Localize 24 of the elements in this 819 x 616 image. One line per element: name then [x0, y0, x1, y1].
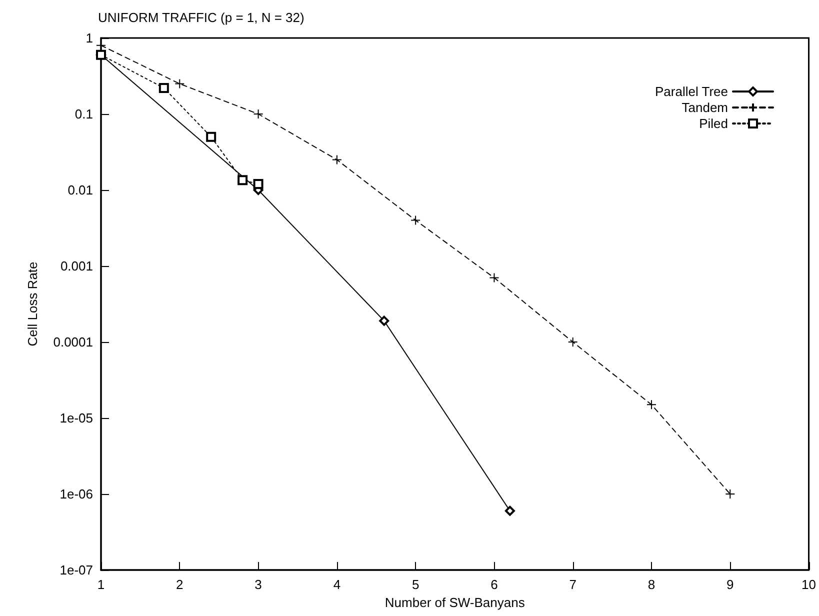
y-tick-label: 0.001 — [60, 258, 93, 274]
x-tick-label: 7 — [569, 577, 576, 592]
x-tick-label: 9 — [726, 577, 734, 592]
x-tick-label: 8 — [648, 577, 656, 592]
y-tick-label: 0.0001 — [53, 334, 93, 350]
y-tick-label: 0.1 — [74, 106, 93, 122]
y-tick-label: 0.01 — [68, 182, 93, 198]
legend-label: Piled — [699, 116, 728, 131]
y-tick-label: 1e-06 — [60, 486, 93, 502]
x-tick-label: 4 — [333, 577, 341, 592]
y-tick-label: 1e-07 — [60, 562, 93, 578]
legend-label: Tandem — [682, 100, 728, 115]
x-axis-title: Number of SW-Banyans — [384, 594, 526, 610]
y-axis-title: Cell Loss Rate — [25, 262, 40, 346]
y-tick-label: 1e-05 — [60, 410, 93, 426]
x-tick-label: 2 — [176, 577, 184, 592]
x-tick-label: 3 — [254, 577, 262, 592]
legend-label: Parallel Tree — [655, 84, 728, 99]
y-tick-label: 1 — [86, 30, 93, 46]
x-tick-label: 10 — [802, 577, 816, 592]
x-tick-label: 1 — [97, 577, 105, 592]
x-tick-label: 5 — [412, 577, 420, 592]
chart-title: UNIFORM TRAFFIC (p = 1, N = 32) — [98, 10, 304, 25]
x-tick-label: 6 — [490, 577, 498, 592]
